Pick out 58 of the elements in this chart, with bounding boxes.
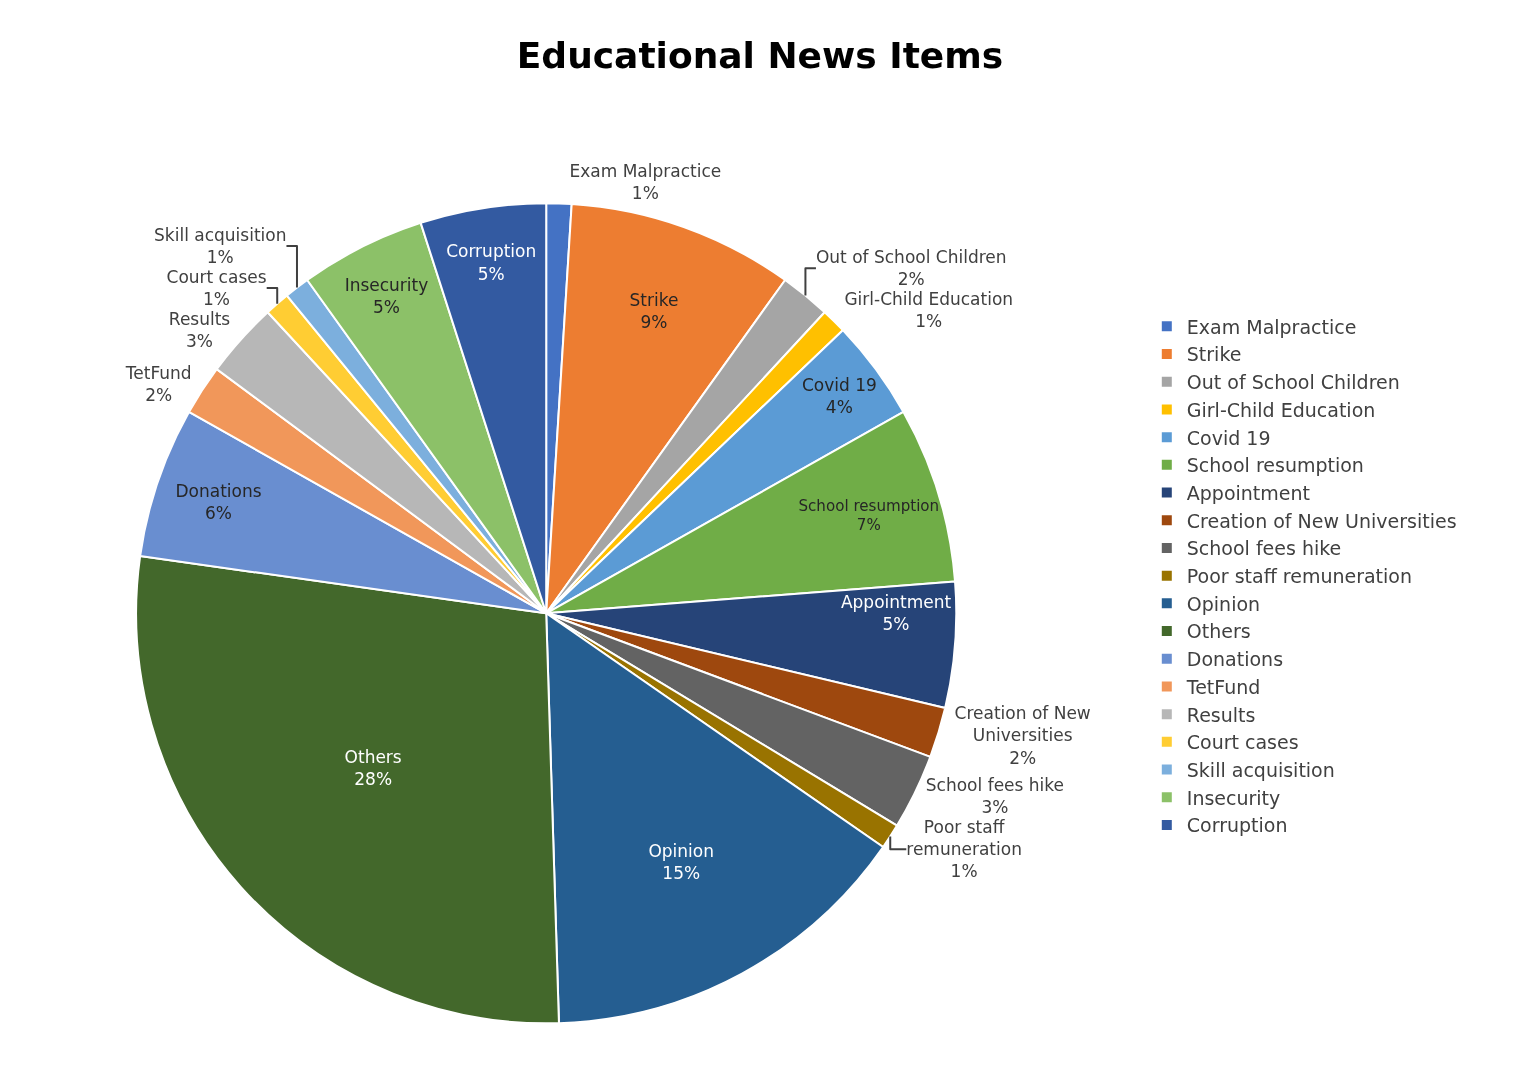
data-label: 5% [477,263,505,284]
data-label: 1% [915,311,943,332]
slice-label: Results [168,309,231,330]
slice-label: Corruption [446,241,537,262]
legend-label: Creation of New Universities [1186,509,1457,532]
slice-label: Skill acquisition [154,224,287,245]
legend-label: Appointment [1186,481,1310,504]
slice-label: Creation of New Universities [954,703,1091,746]
data-label: 5% [882,614,910,635]
legend-label: Court cases [1186,731,1299,754]
legend-label: Poor staff remuneration [1186,565,1413,588]
data-label: 2% [1009,747,1037,768]
data-label: 9% [640,311,668,332]
data-label: 1% [631,183,659,204]
slice-label: Strike [629,289,679,310]
legend-label: Exam Malpractice [1186,315,1357,338]
slice-label: School resumption [798,496,940,515]
data-label: 2% [145,384,173,405]
slice-label: Opinion [648,840,715,861]
slice-label: School fees hike [925,774,1064,795]
legend-label: Covid 19 [1186,426,1271,449]
slice-label: Girl-Child Education [844,289,1014,310]
legend-label: Insecurity [1186,786,1281,809]
legend-label: Strike [1186,343,1242,366]
legend-label: Girl-Child Education [1186,398,1376,421]
data-label: 1% [950,861,978,882]
legend-label: TetFund [1185,675,1261,698]
legend-label: School fees hike [1186,537,1342,560]
legend-label: School resumption [1186,454,1364,477]
data-label: 5% [372,297,400,318]
slice-label: Appointment [840,592,952,613]
slice-label: Donations [175,481,262,502]
legend-label: Skill acquisition [1186,758,1335,781]
data-label: 4% [825,397,853,418]
slice-label: Out of School Children [815,247,1007,268]
legend-label: Opinion [1186,592,1261,615]
slice-label: TetFund [124,362,192,383]
legend-label: Donations [1186,648,1284,671]
slice-label: Others [344,747,402,768]
slice-label: Court cases [166,266,267,287]
chart-title: Educational News Items [516,35,1004,77]
legend-label: Others [1186,620,1251,643]
legend-label: Corruption [1186,814,1288,837]
data-label: 1% [206,246,234,267]
data-label: 3% [186,331,214,352]
data-label: 15% [662,862,701,883]
legend-label: Results [1186,703,1256,726]
data-label: 2% [897,269,925,290]
data-label: 28% [354,769,393,790]
slice-label: Poor staff remuneration [906,817,1022,860]
slice-label: Exam Malpractice [569,161,722,182]
data-label: 6% [205,503,233,524]
data-label: 1% [203,289,231,310]
slice-label: Insecurity [344,275,429,296]
slice-label: Covid 19 [801,375,877,396]
data-label: 3% [981,797,1009,818]
data-label: 7% [856,516,881,535]
legend-label: Out of School Children [1186,371,1400,394]
